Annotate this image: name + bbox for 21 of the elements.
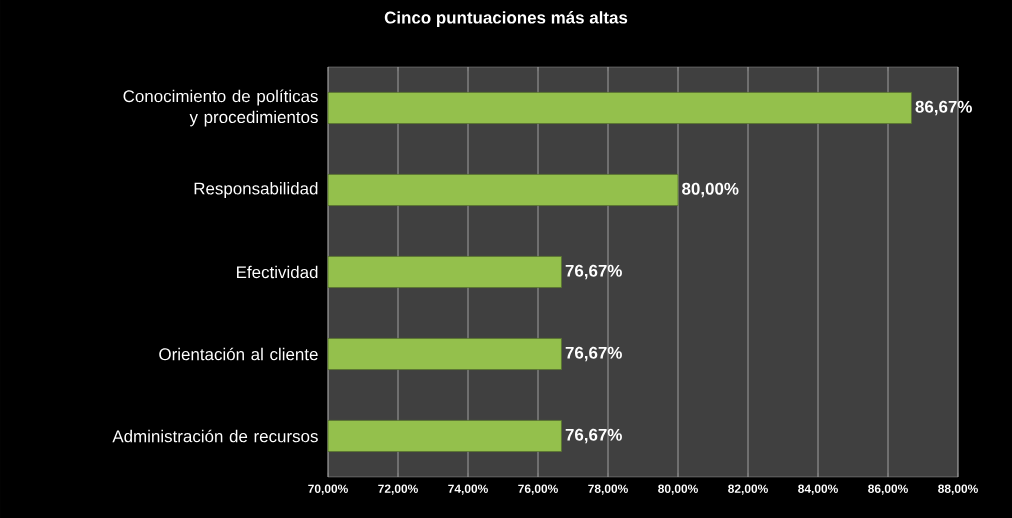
x-tick-label: 88,00% bbox=[938, 484, 978, 495]
x-tick-label: 84,00% bbox=[798, 484, 838, 495]
data-label: 80,00% bbox=[682, 182, 739, 198]
y-tick-label: Administración de recursos bbox=[112, 429, 318, 443]
x-tick-label: 86,00% bbox=[868, 484, 908, 495]
x-tick-label: 72,00% bbox=[378, 484, 418, 495]
y-tick-label: Orientación al cliente bbox=[159, 347, 318, 361]
x-tick-label: 80,00% bbox=[658, 484, 698, 495]
chart-title: Cinco puntuaciones más altas bbox=[384, 11, 628, 27]
y-tick-label: Efectividad bbox=[237, 265, 318, 279]
data-label: 76,67% bbox=[565, 428, 622, 444]
x-tick-label: 76,00% bbox=[518, 484, 558, 495]
data-label: 86,67% bbox=[915, 100, 972, 116]
x-tick-label: 74,00% bbox=[448, 484, 488, 495]
x-tick-label: 70,00% bbox=[308, 484, 348, 495]
data-label: 76,67% bbox=[565, 346, 622, 362]
y-tick-label: Conocimiento de políticas y procedimientos bbox=[123, 89, 318, 127]
data-label: 76,67% bbox=[565, 264, 622, 280]
x-tick-label: 78,00% bbox=[588, 484, 628, 495]
x-tick-label: 82,00% bbox=[728, 484, 768, 495]
y-tick-label: Responsabilidad bbox=[194, 182, 318, 198]
